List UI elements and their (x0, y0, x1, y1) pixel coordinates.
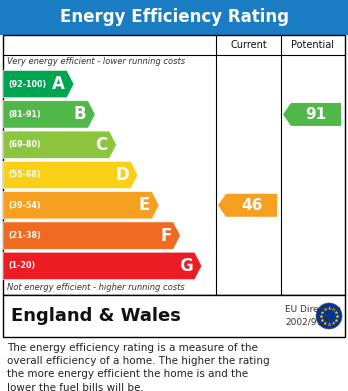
Text: 2002/91/EC: 2002/91/EC (285, 317, 337, 326)
Polygon shape (3, 252, 202, 280)
Text: F: F (160, 226, 172, 245)
Text: Current: Current (230, 40, 267, 50)
Polygon shape (3, 222, 180, 249)
Text: EU Directive: EU Directive (285, 305, 341, 314)
Text: B: B (73, 106, 86, 124)
Text: D: D (115, 166, 129, 184)
Text: The energy efficiency rating is a measure of the
overall efficiency of a home. T: The energy efficiency rating is a measur… (7, 343, 270, 391)
Text: C: C (95, 136, 108, 154)
Text: (21-38): (21-38) (8, 231, 41, 240)
Text: 46: 46 (241, 198, 262, 213)
Text: Energy Efficiency Rating: Energy Efficiency Rating (60, 9, 288, 27)
Text: A: A (52, 75, 65, 93)
Text: (92-100): (92-100) (8, 80, 46, 89)
Bar (0, 0, 348, 35)
Text: (69-80): (69-80) (8, 140, 41, 149)
Polygon shape (3, 70, 74, 98)
Text: 91: 91 (306, 107, 326, 122)
Circle shape (316, 303, 342, 329)
Polygon shape (283, 103, 341, 126)
Text: G: G (179, 257, 193, 275)
Text: Very energy efficient - lower running costs: Very energy efficient - lower running co… (7, 57, 185, 66)
Text: Potential: Potential (292, 40, 334, 50)
Polygon shape (3, 161, 138, 188)
Bar (3, 35, 345, 295)
Text: E: E (139, 196, 150, 214)
Polygon shape (218, 194, 277, 217)
Polygon shape (3, 131, 117, 158)
Text: (55-68): (55-68) (8, 170, 41, 179)
Text: England & Wales: England & Wales (11, 307, 181, 325)
Text: Not energy efficient - higher running costs: Not energy efficient - higher running co… (7, 283, 185, 292)
Text: (39-54): (39-54) (8, 201, 41, 210)
Text: (81-91): (81-91) (8, 110, 41, 119)
Bar (3, 295, 345, 337)
Polygon shape (3, 101, 95, 128)
Polygon shape (3, 192, 159, 219)
Text: (1-20): (1-20) (8, 261, 35, 270)
